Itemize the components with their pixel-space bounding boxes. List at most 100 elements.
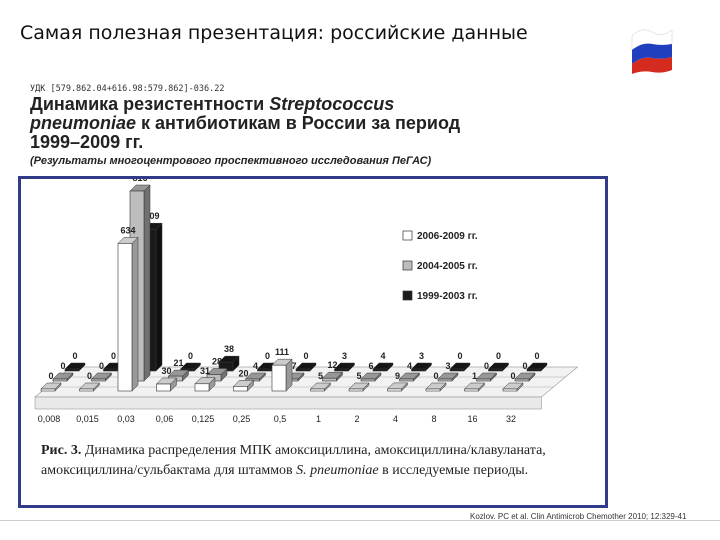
article-title-part2: к антибиотикам в России за период 1999–2… xyxy=(30,113,461,152)
data-label: 0 xyxy=(265,351,270,361)
bar xyxy=(399,378,414,382)
figure-caption: Рис. 3. Динамика распределения МПК амокс… xyxy=(41,441,596,481)
data-label: 12 xyxy=(327,360,337,370)
bottom-divider xyxy=(0,520,720,521)
bar xyxy=(387,388,402,392)
data-label: 5 xyxy=(318,371,323,381)
article-title-part1: Динамика резистентности xyxy=(30,94,270,114)
x-tick-label: 2 xyxy=(354,414,359,424)
bar xyxy=(425,388,441,392)
data-label: 0 xyxy=(303,351,308,361)
data-label: 0 xyxy=(87,371,92,381)
bar xyxy=(372,368,388,372)
data-label: 0 xyxy=(99,361,104,371)
chart-axis-band xyxy=(34,396,542,410)
bar xyxy=(52,378,68,382)
data-label: 3 xyxy=(342,351,347,361)
data-label: 3 xyxy=(445,361,450,371)
reference-citation: Kozlov. PC et al. Clin Antimicrob Chemot… xyxy=(470,512,687,521)
data-label: 20 xyxy=(238,368,248,378)
data-label: 9 xyxy=(395,371,400,381)
data-label: 0 xyxy=(522,361,527,371)
article-subtitle: (Результаты многоцентрового проспективно… xyxy=(30,155,432,167)
data-label: 30 xyxy=(161,366,171,376)
figure-frame: 0060903800343000008162128471264300006343… xyxy=(18,176,608,508)
bar xyxy=(79,388,94,392)
data-label: 1 xyxy=(472,371,477,381)
bar xyxy=(526,368,542,372)
x-tick-label: 0,008 xyxy=(38,414,61,424)
bar-side xyxy=(155,222,163,372)
data-label: 0 xyxy=(457,351,462,361)
x-tick-label: 32 xyxy=(506,414,516,424)
bar xyxy=(40,388,56,392)
bar xyxy=(411,368,426,372)
data-label: 816 xyxy=(132,179,147,183)
bar xyxy=(117,243,133,392)
bar xyxy=(103,368,118,372)
bar-side xyxy=(143,184,151,382)
bar xyxy=(360,378,376,382)
article-title-species: Streptococcus pneumoniae xyxy=(30,94,395,133)
x-tick-label: 8 xyxy=(431,414,436,424)
bar xyxy=(449,368,465,372)
data-label: 0 xyxy=(188,351,193,361)
x-tick-label: 16 xyxy=(467,414,477,424)
bar xyxy=(437,378,453,382)
bar xyxy=(310,388,325,392)
data-label: 0 xyxy=(111,351,116,361)
x-tick-label: 0,125 xyxy=(192,414,215,424)
data-label: 21 xyxy=(173,358,183,368)
bar xyxy=(295,368,311,372)
bar xyxy=(322,377,337,382)
caption-text: Динамика распределения МПК амоксициллина… xyxy=(41,443,546,478)
bar xyxy=(514,378,530,382)
bar xyxy=(334,368,349,372)
bar xyxy=(91,378,106,382)
bar xyxy=(348,388,364,392)
legend-swatch xyxy=(402,290,413,301)
x-tick-label: 1 xyxy=(316,414,321,424)
caption-end: в исследуемые периоды. xyxy=(378,463,529,478)
mic-distribution-chart: 0060903800343000008162128471264300006343… xyxy=(34,179,579,424)
caption-label: Рис. 3. xyxy=(41,443,82,458)
x-tick-label: 0,03 xyxy=(117,414,135,424)
bar xyxy=(476,378,491,382)
data-label: 0 xyxy=(433,371,438,381)
x-tick-label: 0,5 xyxy=(274,414,287,424)
data-label: 31 xyxy=(200,366,210,376)
bar xyxy=(64,368,80,372)
bar-side xyxy=(131,236,139,392)
data-label: 28 xyxy=(212,356,222,366)
data-label: 6 xyxy=(368,361,373,371)
slide-title: Самая полезная презентация: российские д… xyxy=(20,22,528,44)
legend-label: 2004-2005 гг. xyxy=(417,261,478,272)
legend-swatch xyxy=(402,260,413,271)
x-tick-label: 4 xyxy=(393,414,398,424)
bar xyxy=(271,364,287,392)
article-title: Динамика резистентности Streptococcus pn… xyxy=(30,95,490,152)
legend-label: 2006-2009 гг. xyxy=(417,231,478,242)
x-tick-label: 0,015 xyxy=(76,414,99,424)
data-label: 38 xyxy=(224,344,234,354)
bar xyxy=(233,386,248,392)
data-label: 4 xyxy=(253,361,258,371)
data-label: 0 xyxy=(496,351,501,361)
data-label: 0 xyxy=(48,371,53,381)
udc-code: УДК [579.862.04+616.98:579.862]-036.22 xyxy=(30,84,225,94)
data-label: 0 xyxy=(534,351,539,361)
data-label: 609 xyxy=(144,211,159,221)
data-label: 3 xyxy=(419,351,424,361)
russia-flag-icon xyxy=(631,29,673,74)
data-label: 0 xyxy=(484,361,489,371)
data-label: 0 xyxy=(72,351,77,361)
x-tick-label: 0,06 xyxy=(156,414,174,424)
bar xyxy=(464,388,479,392)
data-label: 0 xyxy=(510,371,515,381)
data-label: 4 xyxy=(380,351,385,361)
bar xyxy=(156,383,171,392)
data-label: 5 xyxy=(356,371,361,381)
data-label: 4 xyxy=(407,361,412,371)
bar xyxy=(488,368,503,372)
chart-floor xyxy=(34,366,579,398)
